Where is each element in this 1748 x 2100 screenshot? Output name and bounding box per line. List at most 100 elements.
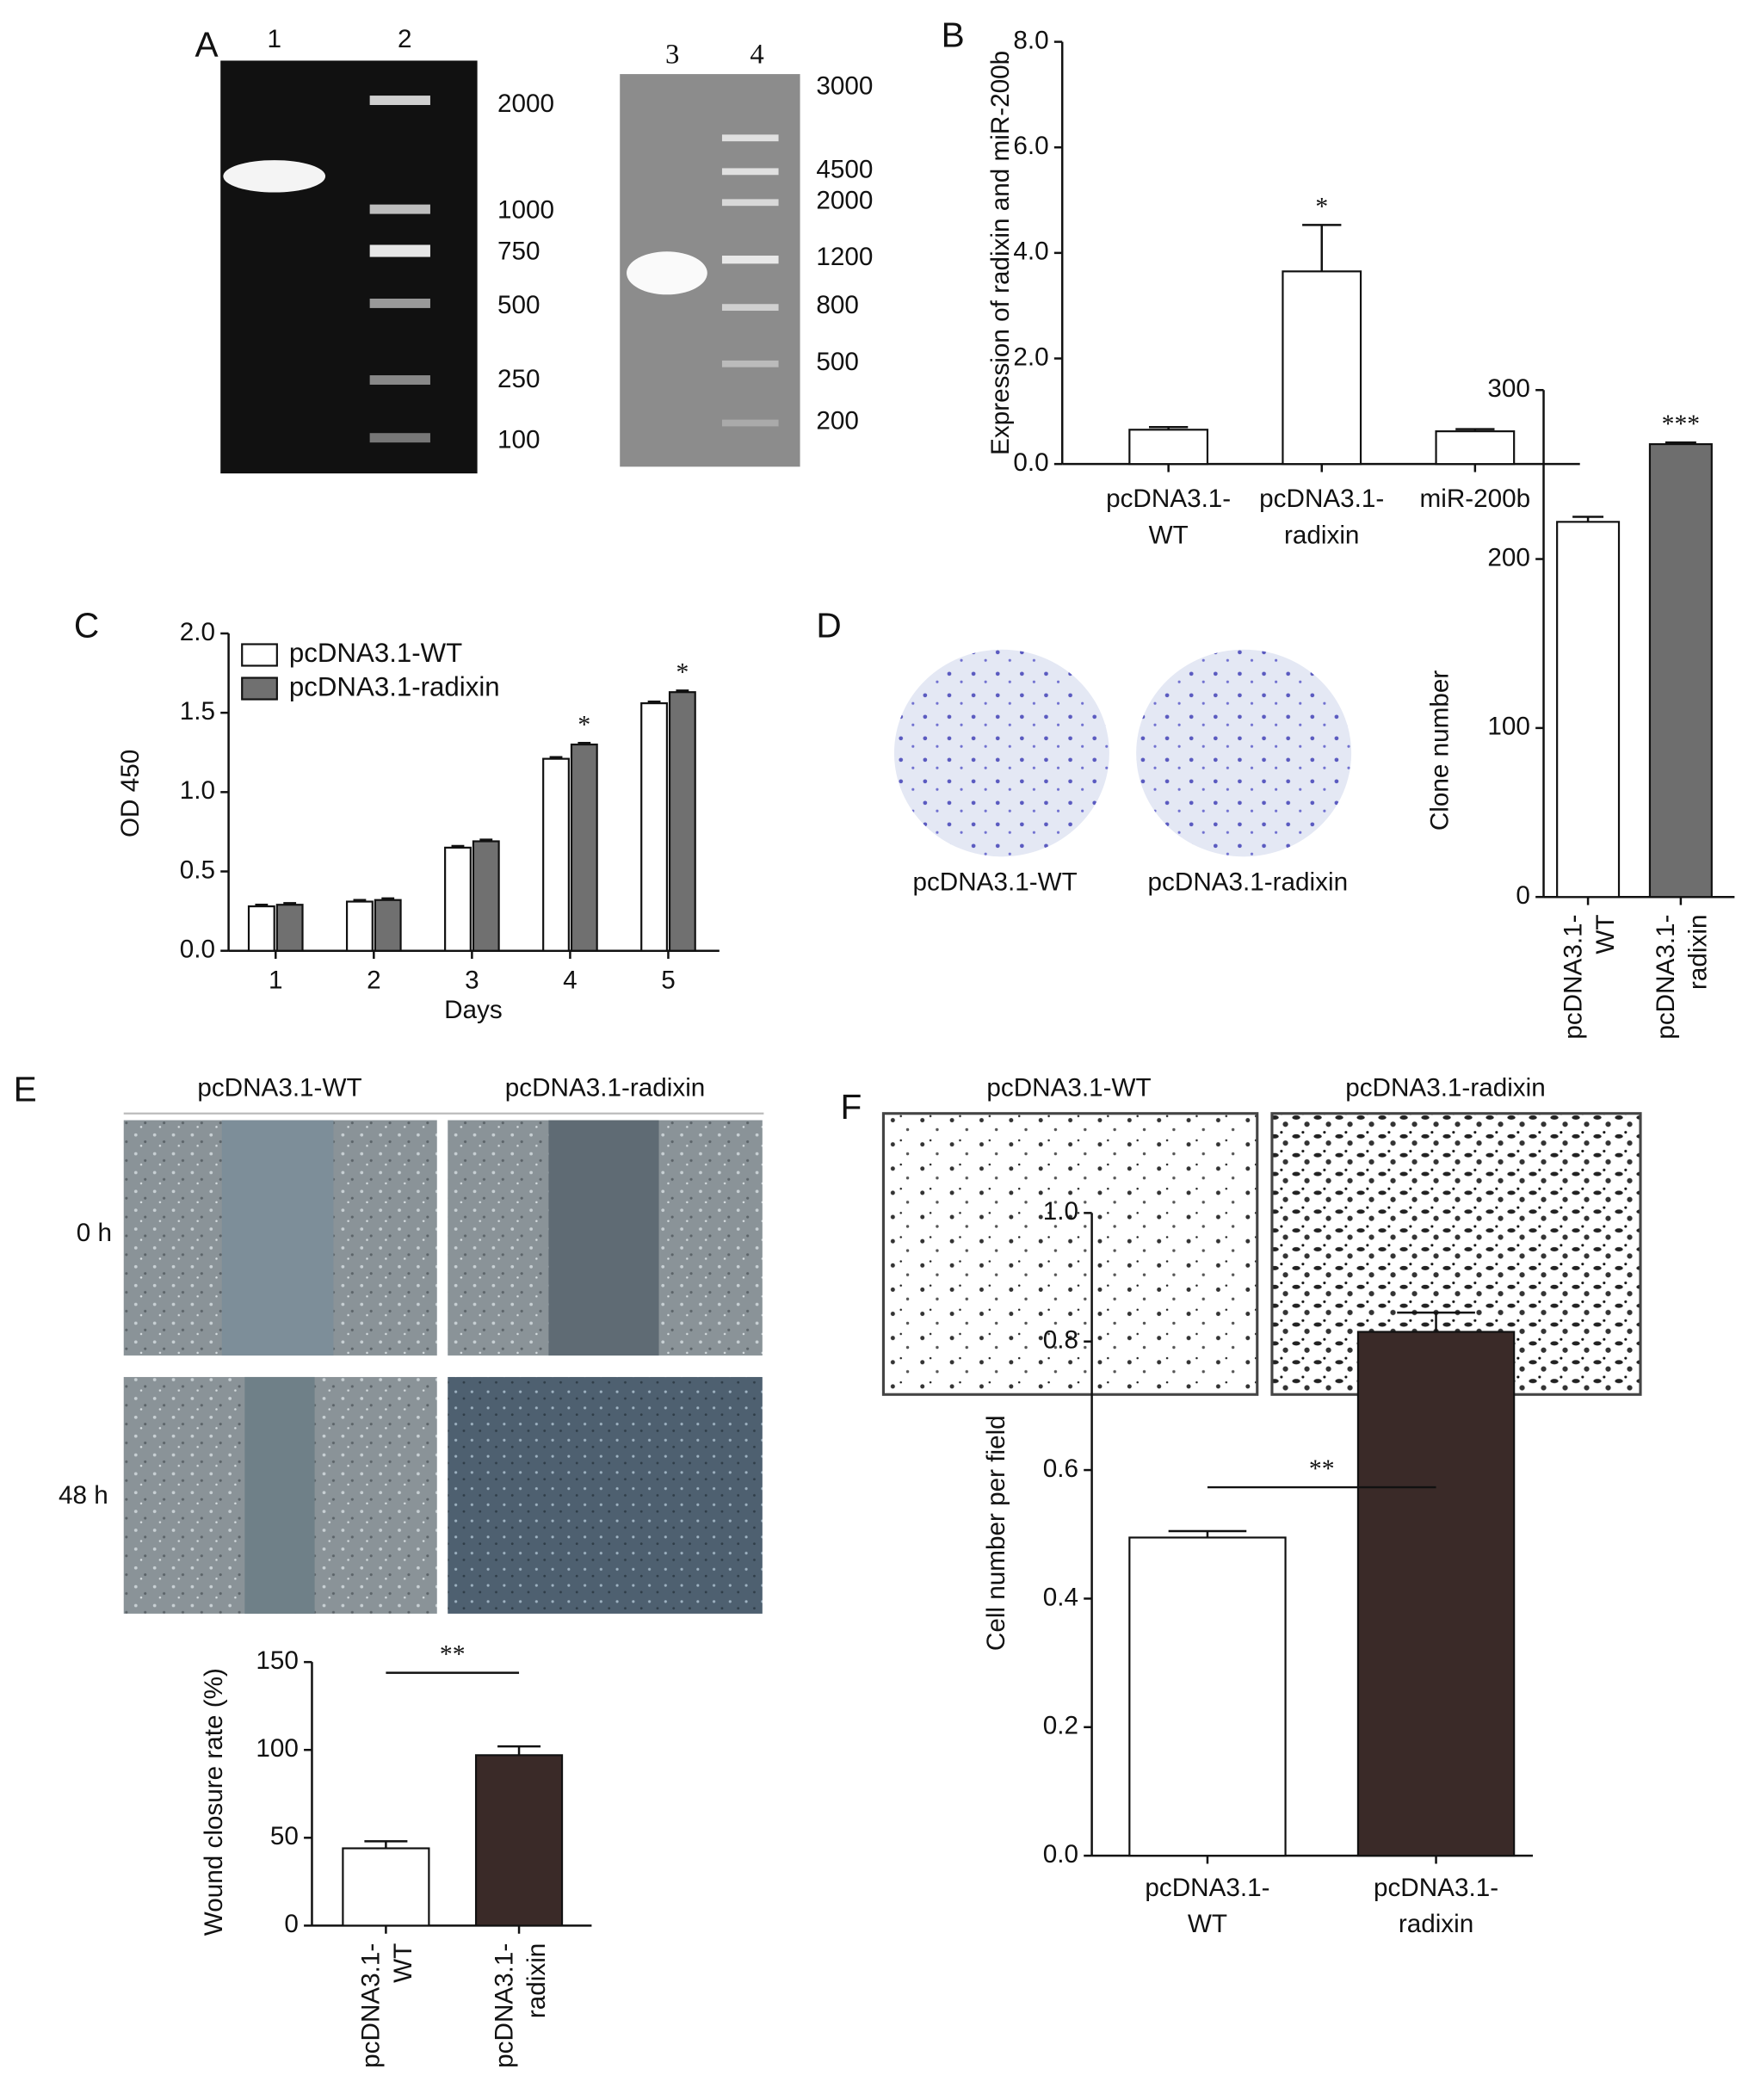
y-axis-label: Cell number per field [982, 1415, 1010, 1651]
error-bar [451, 844, 465, 848]
significance: * [578, 711, 590, 738]
error-bar [647, 701, 661, 704]
y-tick-label: 0.0 [180, 936, 215, 964]
bar [542, 757, 570, 952]
x-tick-label: pcDNA3.1- [1106, 485, 1231, 513]
y-tick-label: 0 [284, 1910, 299, 1938]
marker-label: 1000 [497, 195, 554, 224]
column-header: pcDNA3.1-radixin [1345, 1073, 1546, 1102]
y-tick-label: 0.6 [1043, 1455, 1078, 1483]
bar [444, 846, 472, 952]
x-tick-label: 4 [563, 966, 578, 994]
error-bar [364, 1840, 408, 1849]
error-bar [1302, 224, 1342, 272]
marker-label: 750 [497, 238, 540, 266]
x-axis-label: Days [444, 996, 503, 1024]
lane-label: 3 [665, 39, 679, 70]
bar [1356, 1331, 1516, 1857]
bar [474, 1754, 564, 1927]
x-tick-label: pcDNA3.1- [1145, 1874, 1269, 1902]
x-tick-label: radixin [522, 1943, 551, 2018]
marker-label: 250 [497, 365, 540, 393]
error-bar [1397, 1311, 1475, 1332]
wound-images [123, 1120, 763, 1614]
y-tick-label: 0.5 [180, 855, 215, 884]
y-tick-label: 0.0 [1013, 448, 1048, 477]
x-tick-label: 5 [661, 966, 676, 994]
y-tick-label: 300 [1487, 374, 1530, 403]
bar [1128, 429, 1209, 466]
gel-left [220, 60, 478, 474]
bar [570, 743, 598, 952]
x-tick-label: radixin [1284, 521, 1359, 549]
panel-label: A [195, 25, 219, 65]
column-header: pcDNA3.1-WT [986, 1073, 1151, 1102]
colony-label: pcDNA3.1-WT [912, 868, 1077, 896]
x-tick-label: 2 [367, 966, 381, 994]
error-bar [1148, 425, 1189, 430]
significance: *** [1662, 411, 1701, 438]
x-tick-label: WT [1149, 521, 1189, 549]
y-axis-label: Expression of radixin and miR-200b [986, 51, 1015, 455]
panel-label: F [840, 1087, 862, 1127]
legend-label: pcDNA3.1-WT [289, 638, 462, 668]
colony-label: pcDNA3.1-radixin [1148, 868, 1349, 896]
marker-label: 2000 [816, 186, 873, 214]
x-tick-label: radixin [1399, 1910, 1473, 1938]
x-tick-label: pcDNA3.1- [1559, 915, 1587, 1040]
y-tick-label: 0.2 [1043, 1712, 1078, 1740]
x-tick-label: miR-200b [1420, 485, 1531, 513]
x-tick-label: WT [1188, 1910, 1227, 1938]
y-tick-label: 0 [1516, 881, 1530, 910]
x-tick-label: pcDNA3.1- [1652, 915, 1680, 1040]
y-axis-label: OD 450 [116, 750, 145, 837]
error-bar [353, 899, 367, 902]
row-label: 0 h [77, 1219, 112, 1247]
lane-label: 2 [398, 25, 412, 53]
marker-label: 1200 [816, 243, 873, 271]
bar [640, 702, 668, 952]
legend-swatch [241, 643, 278, 667]
y-tick-label: 4.0 [1013, 238, 1048, 266]
error-bar [283, 902, 297, 905]
marker-label: 3000 [816, 72, 873, 101]
error-bar [497, 1745, 541, 1756]
error-bar [676, 689, 689, 693]
panel-label: E [14, 1069, 37, 1109]
bar [342, 1847, 430, 1927]
y-axis-label: Clone number [1426, 670, 1455, 831]
gel-right [620, 74, 800, 467]
y-tick-label: 0.0 [1043, 1840, 1078, 1868]
x-tick-label: WT [1591, 915, 1620, 954]
bar [472, 840, 500, 952]
colony-plate [893, 649, 1109, 857]
marker-label: 2000 [497, 90, 554, 118]
x-tick-label: 3 [465, 966, 479, 994]
y-tick-label: 1.5 [180, 697, 215, 726]
y-tick-label: 200 [1487, 543, 1530, 571]
bar [668, 691, 696, 952]
x-tick-label: pcDNA3.1- [357, 1943, 386, 2068]
column-header: pcDNA3.1-WT [197, 1073, 361, 1102]
bar [1128, 1536, 1287, 1857]
panel-label: B [942, 15, 965, 55]
bar [1282, 270, 1362, 466]
y-tick-label: 8.0 [1013, 26, 1048, 54]
y-tick-label: 2.0 [180, 618, 215, 646]
error-bar [1168, 1529, 1247, 1538]
lane-label: 4 [750, 39, 763, 70]
bar [1556, 521, 1621, 899]
y-tick-label: 2.0 [1013, 343, 1048, 371]
y-tick-label: 1.0 [180, 776, 215, 805]
y-tick-label: 6.0 [1013, 132, 1048, 160]
legend-label: pcDNA3.1-radixin [289, 671, 500, 701]
bar [1648, 442, 1713, 899]
y-tick-label: 0.8 [1043, 1326, 1078, 1355]
bar [374, 899, 402, 952]
error-bar [1665, 441, 1696, 445]
marker-label: 100 [497, 425, 540, 454]
marker-label: 500 [497, 291, 540, 319]
x-tick-label: 1 [269, 966, 283, 994]
error-bar [549, 756, 563, 759]
y-axis-label: Wound closure rate (%) [200, 1668, 228, 1936]
